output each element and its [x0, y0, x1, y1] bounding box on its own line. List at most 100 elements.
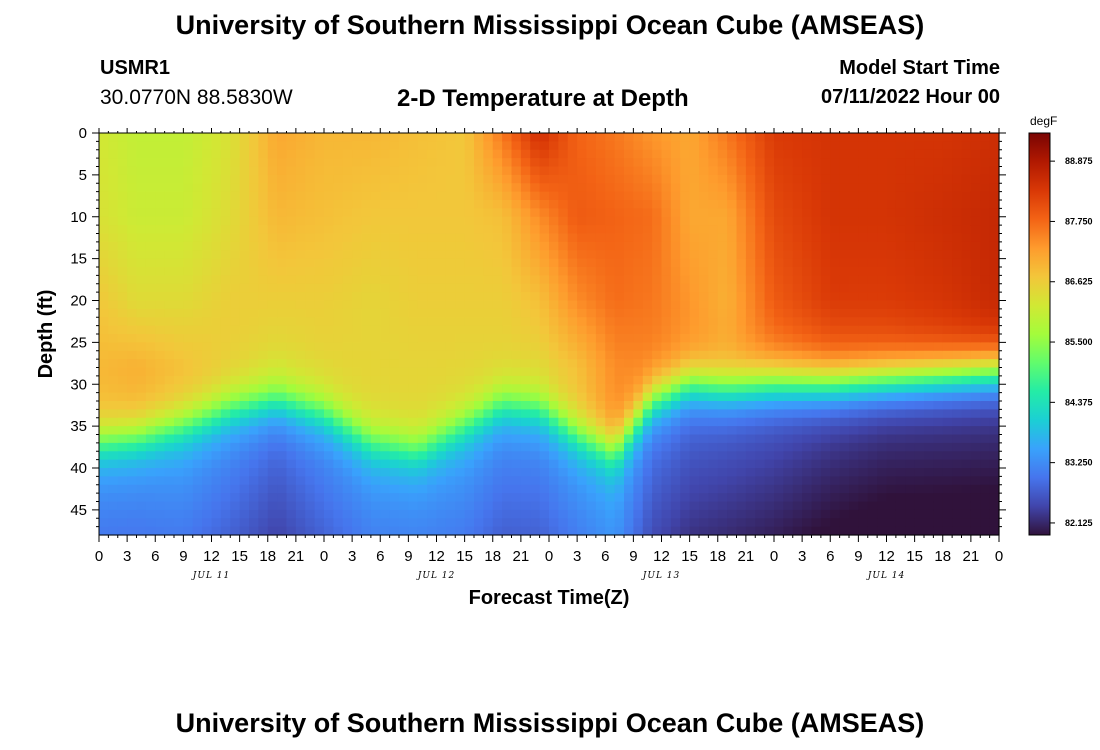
heatmap-cell — [970, 166, 981, 176]
y-tick-label: 20 — [70, 293, 87, 310]
heatmap-cell — [895, 216, 906, 226]
heatmap-cell — [136, 317, 147, 327]
heatmap-cell — [352, 392, 363, 402]
heatmap-cell — [586, 158, 597, 168]
heatmap-cell — [792, 509, 803, 519]
heatmap-cell — [399, 325, 409, 335]
heatmap-cell — [783, 191, 794, 201]
heatmap-cell — [108, 308, 119, 318]
heatmap-cell — [145, 216, 156, 226]
heatmap-cell — [333, 367, 344, 377]
heatmap-cell — [211, 459, 222, 469]
heatmap-cell — [202, 275, 213, 285]
heatmap-cell — [802, 200, 813, 209]
heatmap-cell — [717, 401, 728, 410]
heatmap-cell — [389, 258, 400, 268]
heatmap-cell — [764, 409, 775, 419]
heatmap-cell — [802, 166, 813, 176]
heatmap-cell — [427, 158, 438, 168]
heatmap-cell — [408, 283, 419, 293]
heatmap-cell — [633, 158, 644, 168]
heatmap-cell — [633, 434, 644, 444]
heatmap-cell — [436, 166, 447, 176]
heatmap-cell — [417, 141, 428, 151]
heatmap-cell — [989, 509, 1000, 519]
heatmap-cell — [708, 200, 719, 209]
heatmap-cell — [136, 401, 147, 410]
heatmap-cell — [839, 308, 850, 318]
heatmap-cell — [877, 501, 888, 511]
heatmap-cell — [324, 409, 334, 419]
heatmap-cell — [586, 233, 597, 243]
heatmap-cell — [370, 133, 381, 142]
heatmap-cell — [539, 300, 550, 310]
heatmap-cell — [670, 526, 681, 536]
heatmap-cell — [464, 468, 475, 477]
heatmap-cell — [202, 526, 213, 536]
heatmap-cell — [942, 384, 953, 394]
heatmap-cell — [867, 342, 878, 352]
heatmap-cell — [492, 292, 503, 302]
heatmap-cell — [324, 174, 334, 184]
heatmap-cell — [820, 166, 831, 176]
heatmap-cell — [586, 501, 597, 511]
heatmap-cell — [305, 225, 316, 235]
x-tick-label: 15 — [681, 548, 698, 565]
heatmap-cell — [614, 283, 625, 293]
heatmap-cell — [333, 141, 344, 151]
heatmap-cell — [145, 426, 156, 436]
heatmap-cell — [699, 442, 709, 452]
heatmap-cell — [174, 317, 184, 327]
heatmap-cell — [661, 275, 672, 285]
heatmap-cell — [352, 468, 363, 477]
heatmap-cell — [408, 417, 419, 427]
heatmap-cell — [202, 493, 213, 503]
heatmap-cell — [849, 509, 859, 519]
heatmap-cell — [408, 342, 419, 352]
heatmap-cell — [370, 509, 381, 519]
heatmap-cell — [202, 149, 213, 159]
heatmap-cell — [727, 158, 738, 168]
heatmap-cell — [558, 518, 569, 528]
heatmap-cell — [155, 484, 166, 494]
heatmap-cell — [877, 308, 888, 318]
heatmap-cell — [867, 409, 878, 419]
heatmap-cell — [99, 509, 109, 519]
heatmap-cell — [783, 384, 794, 394]
heatmap-cell — [492, 501, 503, 511]
heatmap-cell — [145, 384, 156, 394]
heatmap-cell — [333, 518, 344, 528]
heatmap-cell — [774, 484, 784, 494]
heatmap-cell — [408, 468, 419, 477]
heatmap-cell — [464, 300, 475, 310]
heatmap-cell — [483, 409, 494, 419]
heatmap-cell — [652, 292, 663, 302]
heatmap-cell — [145, 250, 156, 260]
heatmap-cell — [558, 476, 569, 486]
heatmap-cell — [614, 149, 625, 159]
heatmap-cell — [445, 275, 456, 285]
heatmap-cell — [614, 501, 625, 511]
heatmap-cell — [895, 283, 906, 293]
heatmap-cell — [764, 183, 775, 193]
heatmap-cell — [164, 283, 175, 293]
heatmap-cell — [802, 191, 813, 201]
heatmap-cell — [614, 518, 625, 528]
heatmap-cell — [558, 350, 569, 360]
heatmap-cell — [370, 359, 381, 369]
heatmap-cell — [230, 216, 241, 226]
heatmap-cell — [802, 283, 813, 293]
heatmap-cell — [970, 409, 981, 419]
heatmap-cell — [595, 325, 606, 335]
heatmap-cell — [361, 484, 372, 494]
heatmap-cell — [567, 174, 578, 184]
heatmap-cell — [155, 300, 166, 310]
heatmap-cell — [230, 158, 241, 168]
heatmap-cell — [736, 241, 747, 251]
heatmap-cell — [989, 350, 1000, 360]
heatmap-cell — [858, 133, 869, 142]
heatmap-cell — [624, 258, 634, 268]
heatmap-cell — [305, 158, 316, 168]
heatmap-cell — [258, 493, 269, 503]
heatmap-cell — [858, 149, 869, 159]
